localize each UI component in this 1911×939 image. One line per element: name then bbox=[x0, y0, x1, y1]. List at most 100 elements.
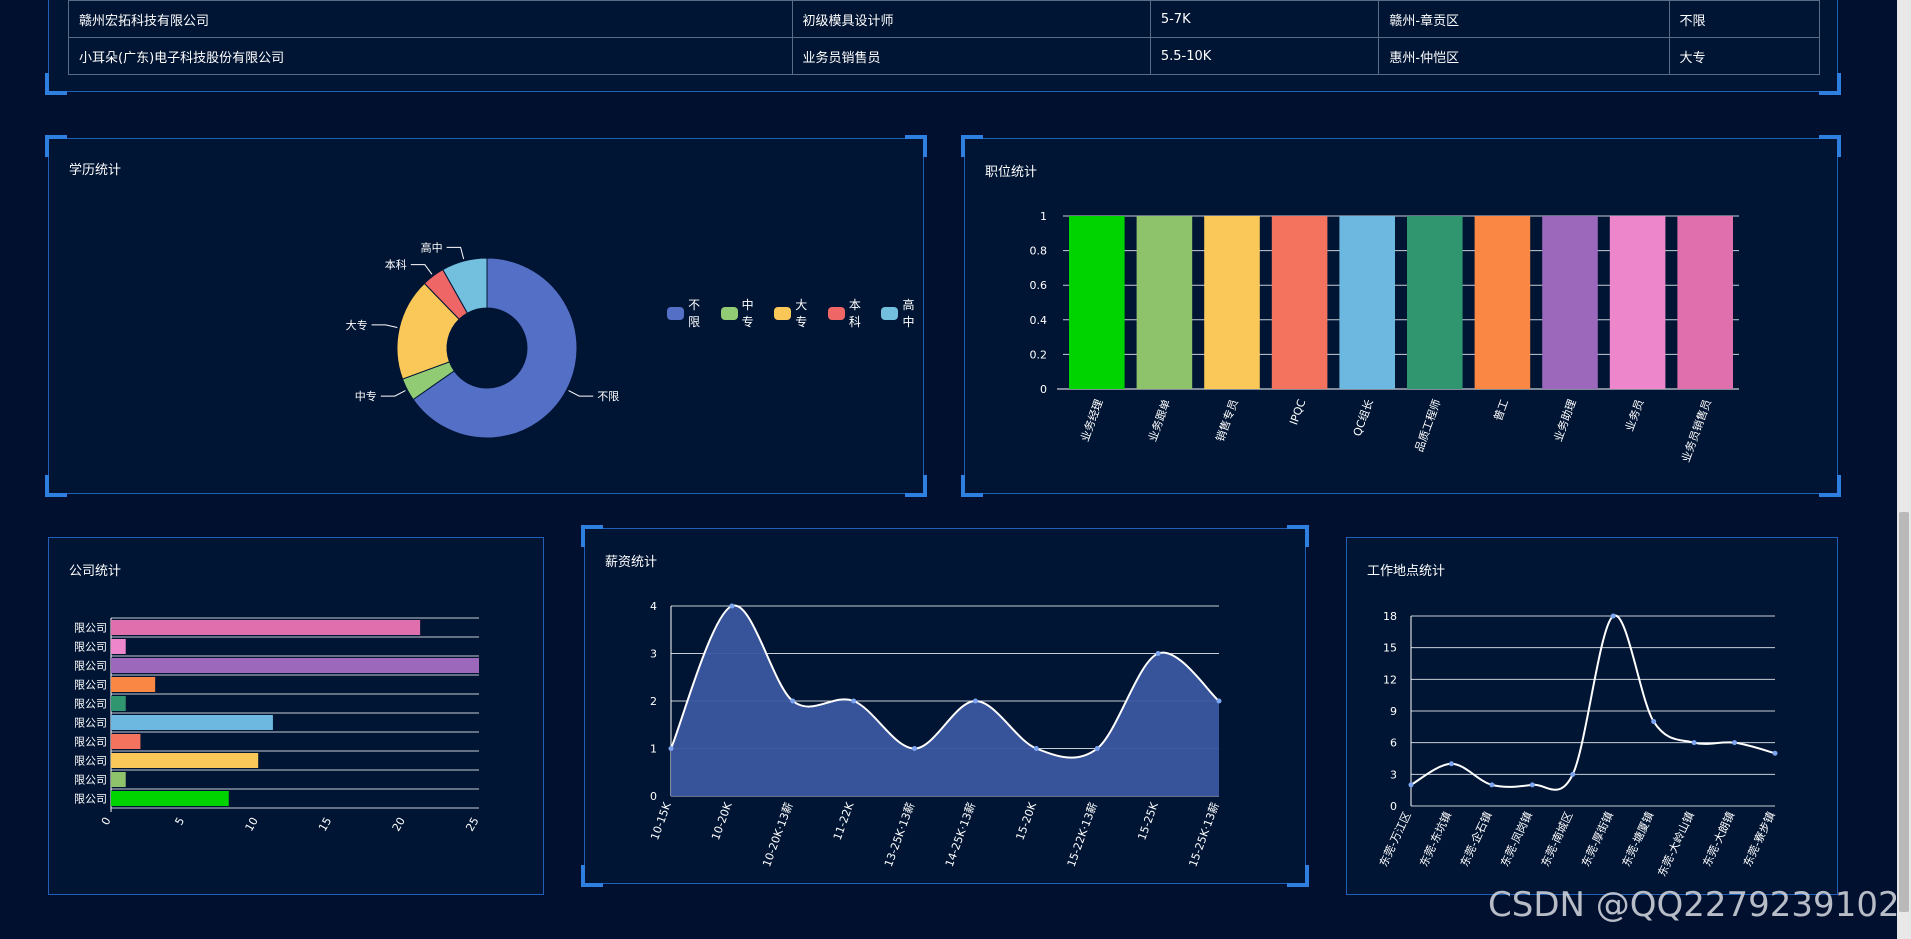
bar bbox=[1609, 216, 1666, 389]
y-tick-label: 18 bbox=[1383, 610, 1397, 623]
corner-decoration bbox=[45, 73, 67, 95]
table-cell: 业务员销售员 bbox=[791, 37, 1151, 75]
corner-decoration bbox=[905, 475, 927, 497]
corner-decoration bbox=[581, 525, 603, 547]
y-tick-label: 1 bbox=[1040, 210, 1047, 223]
y-tick-label: 限公司 bbox=[74, 679, 107, 692]
position-panel: 职位统计 0 0.2 0.4 0.6 0.8 1 业务经理 业务跟单 销售专员 IPQC QC组长 品… bbox=[961, 135, 1841, 497]
salary-area-chart: 0 1 2 3 4 10-15K 10-20K 10-20K·13薪 11-22K 13-25K·… bbox=[648, 600, 1222, 869]
corner-decoration bbox=[1819, 475, 1841, 497]
bar bbox=[1204, 216, 1260, 389]
x-tick-label: QC组长 bbox=[1350, 397, 1376, 438]
company-panel: 公司统计 限公司 限公司 限公司 限公司 限公司 限公司 限公司 限公司 限公司 限公司 0 5 10 1… bbox=[48, 537, 544, 895]
table-cell: 赣州-章贡区 bbox=[1378, 0, 1670, 38]
table-cell: 初级模具设计师 bbox=[791, 0, 1151, 38]
bar bbox=[111, 715, 273, 730]
x-tick-label: 东莞-凤岗镇 bbox=[1497, 809, 1535, 868]
education-panel: 学历统计 不限 中专 大专 本科 高中 不限 中专 大专 本科 高中 bbox=[45, 135, 927, 497]
x-tick-label: 东莞-大岭山镇 bbox=[1655, 809, 1697, 878]
data-point bbox=[1155, 651, 1161, 656]
data-point bbox=[1691, 740, 1697, 746]
bar bbox=[1069, 216, 1125, 389]
y-tick-label: 限公司 bbox=[74, 622, 107, 635]
legend-item[interactable]: 大专 bbox=[774, 296, 816, 330]
legend-swatch bbox=[881, 306, 899, 320]
data-point bbox=[1610, 613, 1616, 619]
data-point bbox=[668, 746, 674, 751]
legend-label: 高中 bbox=[902, 298, 915, 329]
bar bbox=[1136, 216, 1193, 389]
legend-label: 不限 bbox=[688, 298, 701, 329]
legend-swatch bbox=[667, 306, 685, 320]
legend-swatch bbox=[720, 306, 738, 320]
location-line-chart: 0 3 6 9 12 15 18 东莞-万江区 东莞-东坑镇 东莞-企石镇 东莞-凤岗镇 东莞-南城区… bbox=[1377, 610, 1778, 879]
slice-label-line bbox=[568, 390, 594, 397]
y-tick-label: 15 bbox=[1383, 642, 1397, 655]
data-point bbox=[790, 698, 796, 704]
corner-decoration bbox=[905, 135, 927, 157]
legend-label: 中专 bbox=[741, 298, 754, 329]
series-line bbox=[1410, 614, 1776, 791]
slice-label-line bbox=[446, 246, 465, 260]
slice-label-line bbox=[380, 390, 406, 397]
x-tick-label: 普工 bbox=[1491, 397, 1512, 422]
table-row: 赣州宏拓科技有限公司 初级模具设计师 5-7K 赣州-章贡区 不限 bbox=[68, 0, 1821, 38]
x-tick-label: 20 bbox=[390, 815, 408, 834]
corner-decoration bbox=[1819, 73, 1841, 95]
legend-item[interactable]: 本科 bbox=[827, 296, 870, 330]
y-tick-label: 限公司 bbox=[74, 660, 107, 673]
job-table: 赣州宏拓科技有限公司 初级模具设计师 5-7K 赣州-章贡区 不限 小耳朵(广东)电子科技… bbox=[68, 0, 1821, 75]
legend-item[interactable]: 不限 bbox=[667, 296, 709, 330]
table-cell: 5.5-10K bbox=[1149, 37, 1380, 75]
x-tick-label: 业务经理 bbox=[1078, 398, 1105, 444]
data-point bbox=[1448, 761, 1454, 767]
position-bar-chart: 0 0.2 0.4 0.6 0.8 1 业务经理 业务跟单 销售专员 IPQC QC组长 品质工程师 普… bbox=[1030, 210, 1739, 464]
x-tick-label: 5 bbox=[172, 815, 187, 828]
watermark: CSDN @QQ2279239102 bbox=[1488, 885, 1900, 925]
x-tick-label: 业务跟单 bbox=[1146, 398, 1173, 444]
y-tick-label: 限公司 bbox=[74, 774, 107, 787]
legend-item[interactable]: 高中 bbox=[881, 296, 923, 330]
legend-item[interactable]: 中专 bbox=[720, 296, 763, 330]
x-tick-label: 业务员销售员 bbox=[1678, 397, 1714, 464]
data-point bbox=[851, 698, 857, 704]
data-point bbox=[1529, 782, 1535, 788]
y-tick-label: 限公司 bbox=[74, 755, 107, 768]
data-point bbox=[972, 698, 978, 704]
page-scrollbar[interactable] bbox=[1897, 0, 1911, 939]
y-tick-label: 0 bbox=[1390, 800, 1397, 813]
table-row: 小耳朵(广东)电子科技股份有限公司 业务员销售员 5.5-10K 惠州-仲恺区 大专 bbox=[68, 37, 1821, 75]
x-tick-label: 销售专员 bbox=[1213, 397, 1241, 443]
scrollbar-thumb[interactable] bbox=[1899, 512, 1909, 912]
table-cell: 惠州-仲恺区 bbox=[1378, 37, 1670, 75]
data-point bbox=[1216, 698, 1222, 704]
bar bbox=[1474, 216, 1531, 389]
y-tick-label: 限公司 bbox=[74, 641, 107, 654]
data-point bbox=[1408, 782, 1414, 788]
x-tick-label: 14-25K·13薪 bbox=[943, 801, 978, 869]
x-tick-label: 10-20K·13薪 bbox=[760, 801, 795, 869]
y-tick-label: 3 bbox=[1390, 768, 1397, 781]
bar bbox=[1407, 216, 1463, 389]
slice-label: 不限 bbox=[597, 390, 619, 403]
x-tick-label: 业务员 bbox=[1623, 398, 1647, 433]
x-tick-label: 东莞-东坑镇 bbox=[1417, 809, 1455, 868]
x-tick-label: 东莞-企石镇 bbox=[1457, 809, 1495, 868]
x-tick-label: 15-25K·13薪 bbox=[1186, 801, 1221, 869]
bar bbox=[111, 772, 126, 787]
series-line bbox=[670, 604, 1220, 759]
bar bbox=[1677, 216, 1733, 389]
y-tick-label: 2 bbox=[650, 695, 657, 708]
slice-label-line bbox=[371, 324, 398, 329]
salary-panel: 薪资统计 0 1 2 3 4 10-15K 10-20K 10-20K·13薪 11-22K 13… bbox=[581, 525, 1309, 887]
data-point bbox=[1033, 746, 1039, 751]
x-tick-label: 业务助理 bbox=[1551, 397, 1579, 443]
y-tick-label: 0.2 bbox=[1030, 348, 1048, 361]
x-tick-label: 15-25K bbox=[1135, 800, 1161, 842]
x-tick-label: 东莞-南城区 bbox=[1539, 810, 1576, 869]
location-title: 工作地点统计 bbox=[1367, 564, 1446, 579]
x-tick-label: 10-20K bbox=[709, 800, 735, 842]
y-tick-label: 12 bbox=[1383, 673, 1397, 686]
slice-label: 本科 bbox=[385, 258, 407, 272]
